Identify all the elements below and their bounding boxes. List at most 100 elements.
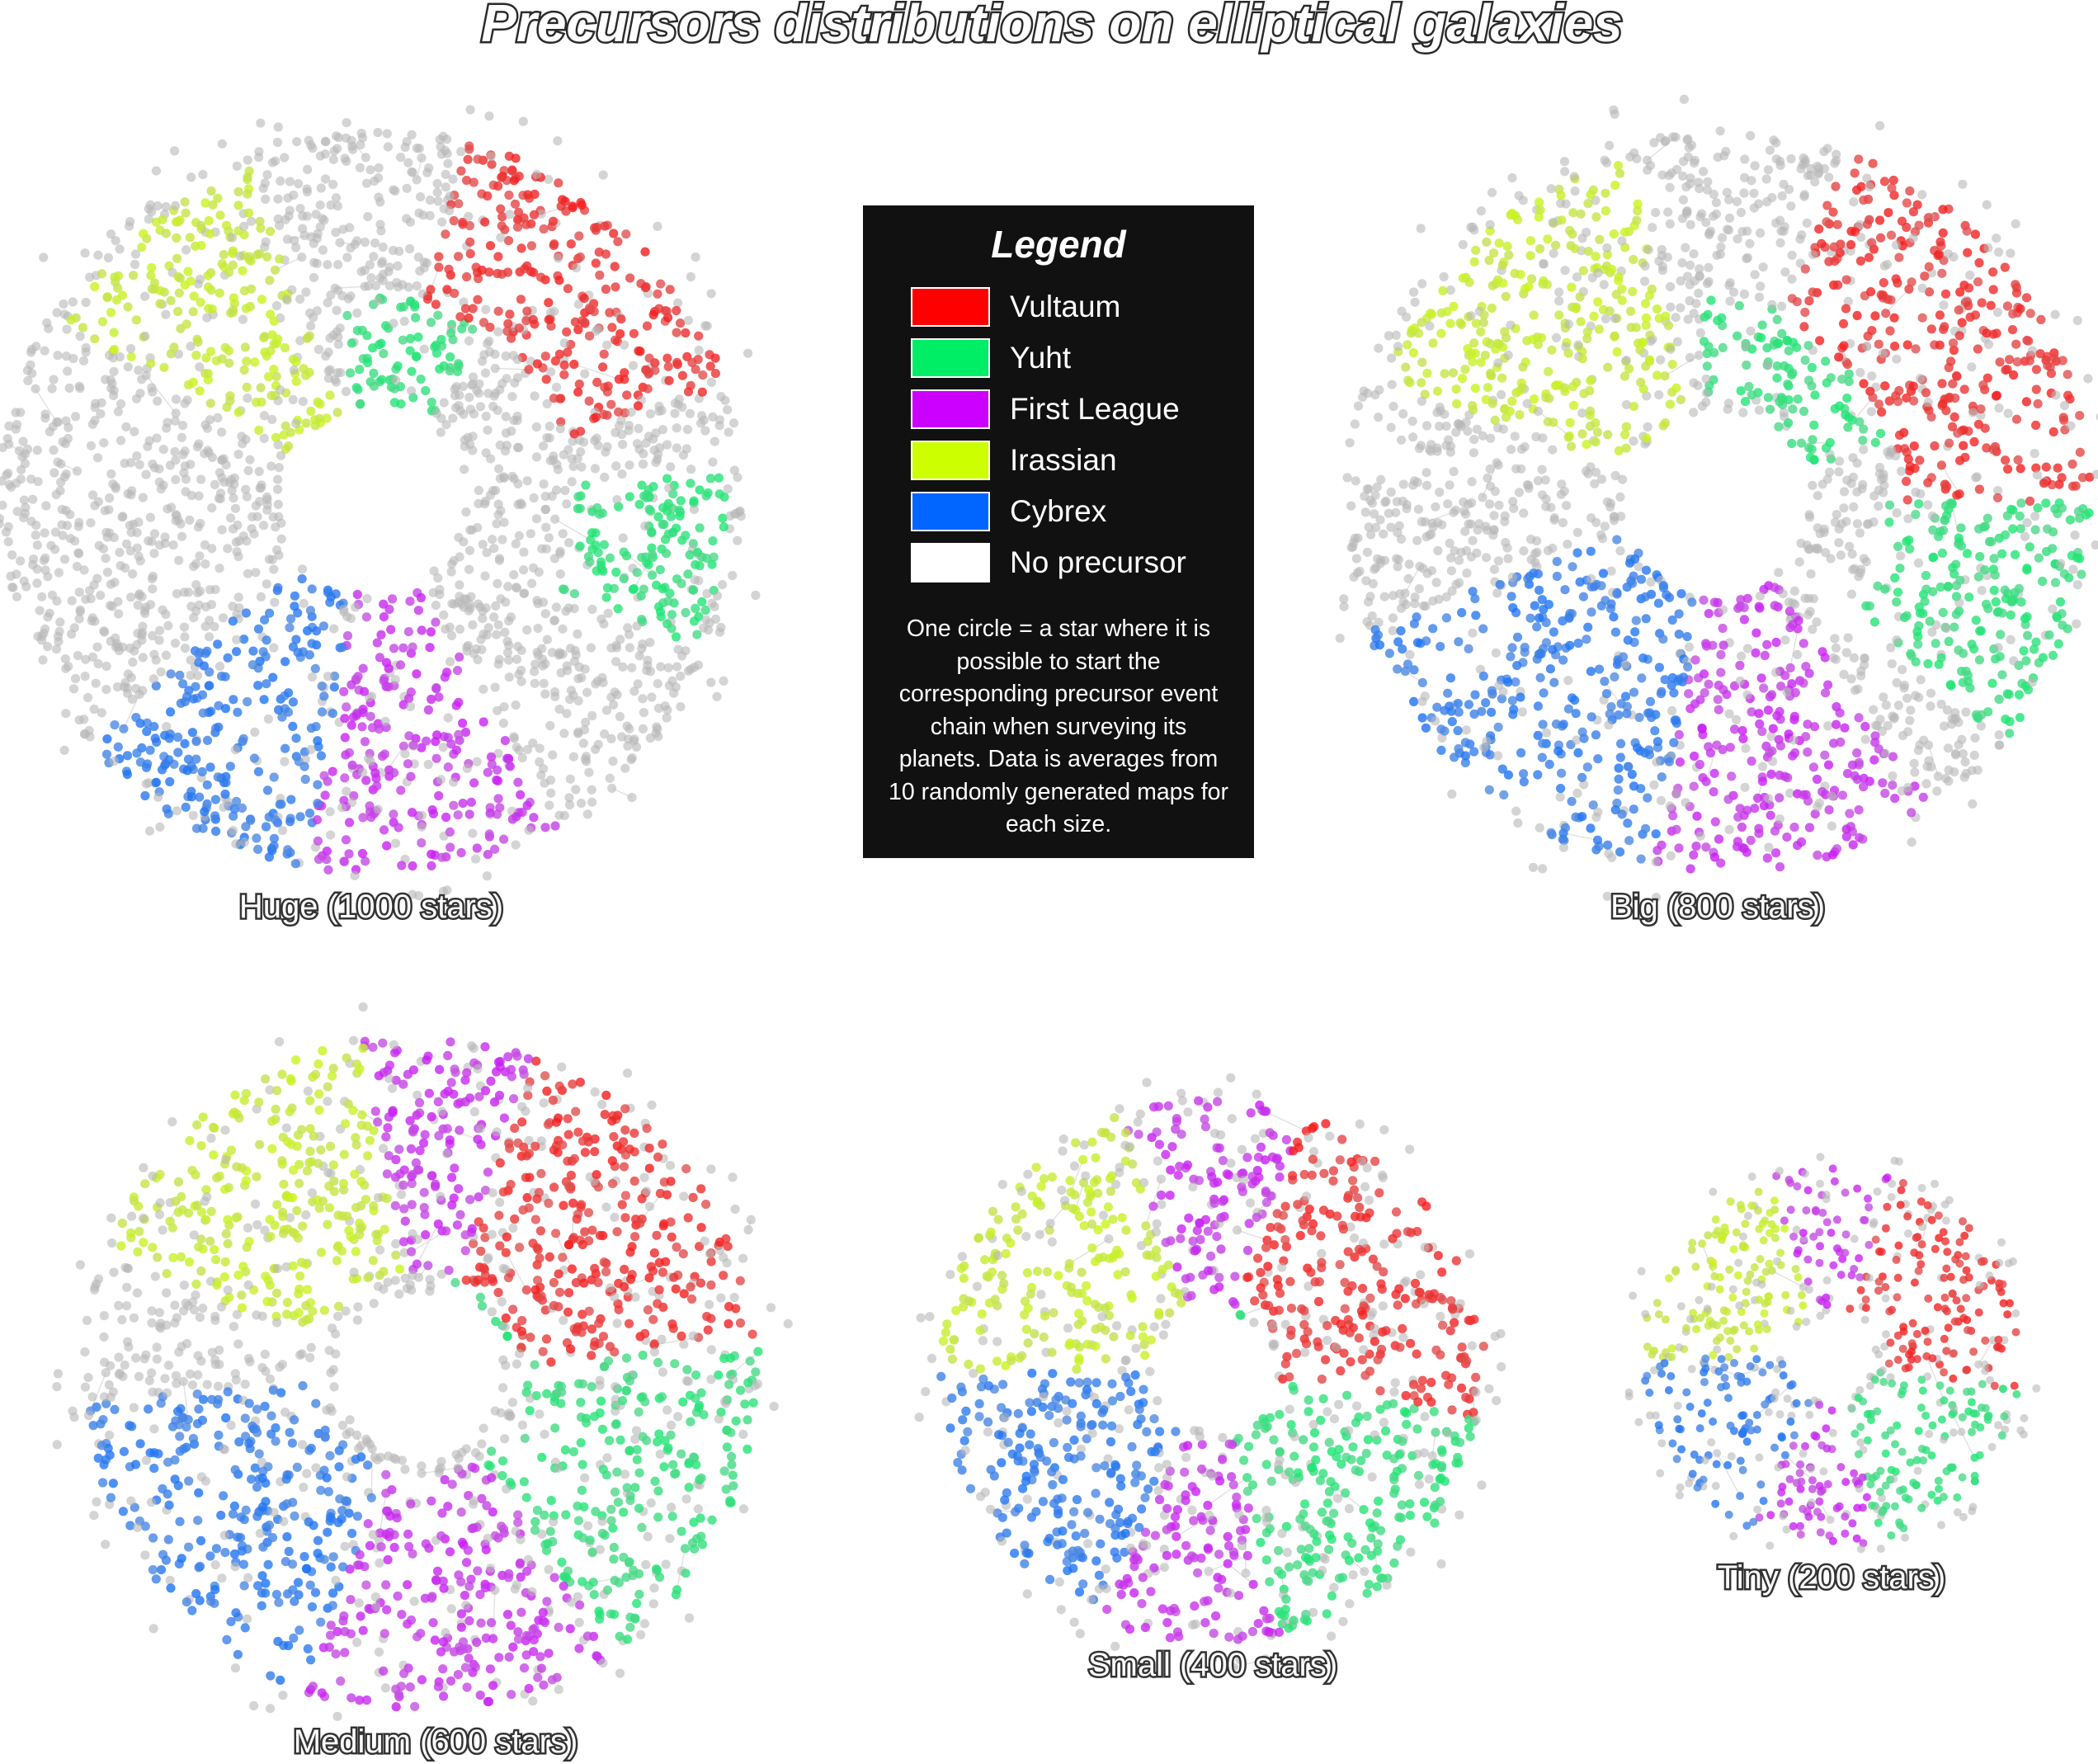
star (1941, 624, 1951, 634)
star (516, 665, 526, 676)
star (255, 656, 265, 667)
star (1704, 609, 1714, 619)
star (565, 695, 575, 705)
star (1921, 388, 1931, 398)
star (464, 545, 475, 555)
star (443, 762, 453, 772)
star (146, 271, 156, 281)
star (672, 443, 681, 453)
star (230, 745, 240, 755)
star (587, 545, 597, 554)
star (1646, 577, 1656, 587)
star (1508, 497, 1518, 507)
star (708, 457, 718, 467)
star (483, 425, 493, 435)
star (1453, 725, 1463, 736)
star (696, 418, 706, 428)
star (611, 657, 621, 667)
star (1741, 341, 1751, 351)
star (1948, 338, 1959, 348)
star (1970, 733, 1980, 743)
star (71, 412, 81, 422)
star (269, 316, 279, 326)
star (424, 163, 434, 173)
star (2, 434, 12, 444)
star (558, 624, 568, 634)
star (468, 620, 478, 630)
star (1695, 184, 1704, 194)
star (146, 600, 156, 610)
star (1541, 728, 1551, 738)
star (2049, 353, 2059, 363)
star (74, 517, 84, 527)
star (1839, 341, 1849, 351)
star (663, 663, 673, 672)
star (314, 413, 324, 423)
star (1913, 745, 1923, 756)
star (147, 262, 157, 273)
star (408, 740, 418, 750)
star (269, 564, 279, 574)
star (1436, 642, 1445, 652)
star (462, 594, 472, 605)
star (1665, 399, 1675, 409)
star (1893, 541, 1903, 552)
star (112, 682, 123, 692)
star (158, 215, 167, 224)
star (1454, 555, 1464, 565)
galaxy-big (1335, 94, 2098, 903)
star (62, 324, 72, 334)
star (462, 763, 472, 774)
star (53, 631, 64, 641)
star (1808, 594, 1818, 604)
star (578, 738, 588, 748)
star (273, 440, 283, 450)
star (1853, 684, 1863, 694)
star (490, 844, 500, 854)
star (403, 759, 413, 769)
star (657, 405, 667, 416)
star (522, 800, 532, 810)
star (539, 224, 549, 234)
star (1799, 406, 1809, 417)
star (215, 662, 225, 672)
star (1641, 320, 1651, 330)
star (536, 771, 546, 781)
star (275, 254, 285, 264)
star (177, 420, 188, 431)
star (674, 394, 684, 404)
star (483, 767, 493, 777)
star (1560, 167, 1570, 177)
star (1930, 441, 1940, 451)
star (142, 718, 152, 728)
star (379, 349, 389, 359)
star (1823, 760, 1834, 770)
star (460, 435, 469, 446)
star (267, 330, 277, 340)
star (1813, 802, 1822, 812)
star (1793, 649, 1803, 660)
star (504, 655, 514, 665)
star (1858, 436, 1868, 446)
star (550, 821, 560, 831)
star (303, 625, 313, 636)
star (434, 790, 444, 801)
star (171, 408, 181, 418)
star (2077, 473, 2088, 483)
star (115, 548, 125, 558)
star (1747, 756, 1756, 766)
star (1379, 592, 1389, 601)
star (1770, 601, 1780, 611)
star (551, 602, 562, 612)
star (573, 629, 582, 639)
star (501, 412, 511, 422)
star (468, 446, 478, 455)
star (509, 176, 519, 186)
star (479, 717, 488, 727)
star (283, 193, 293, 203)
star (285, 614, 296, 624)
star (488, 535, 497, 545)
star (1577, 429, 1587, 439)
star (106, 229, 116, 239)
star (681, 607, 691, 618)
